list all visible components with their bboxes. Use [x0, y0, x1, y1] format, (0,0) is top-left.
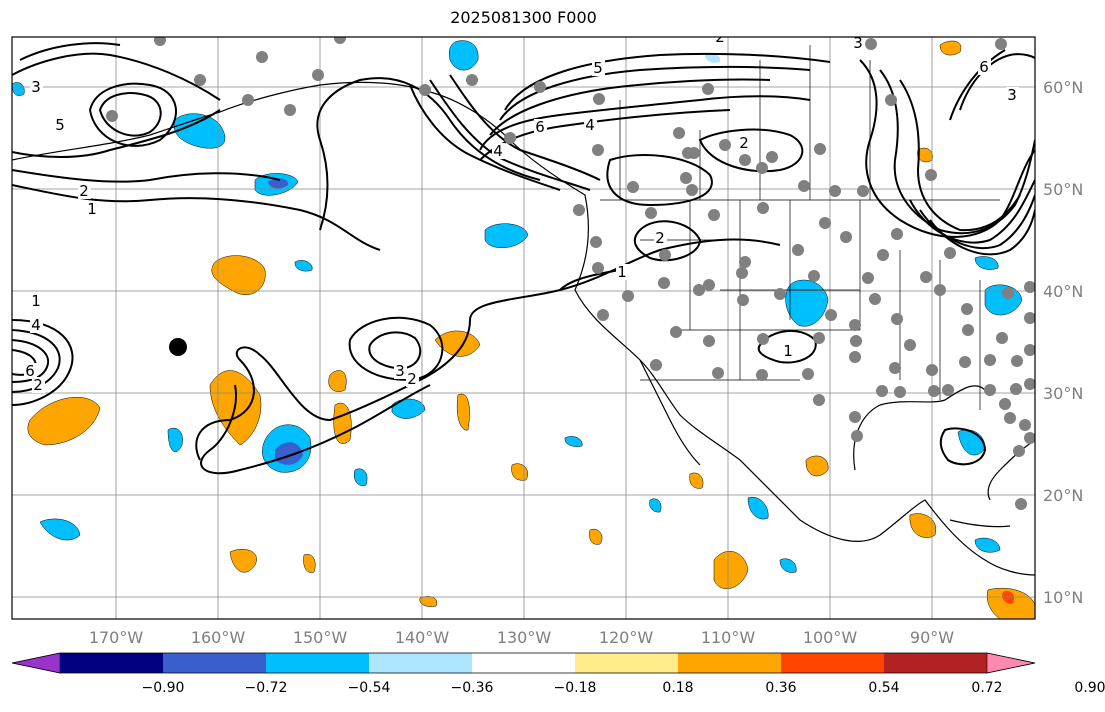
contour-label: 5: [55, 116, 65, 134]
map-background: [12, 37, 1035, 619]
colorbar: [11, 652, 1036, 674]
lat-tick-label: 60°N: [1043, 78, 1083, 97]
contour-label-bg: [654, 230, 667, 246]
lon-tick-label: 140°W: [395, 628, 450, 647]
colorbar-tick-label: −0.72: [245, 680, 288, 696]
contour-label: 5: [593, 59, 603, 77]
contour-label: 2: [407, 370, 417, 388]
colorbar-tick-label: −0.54: [348, 680, 391, 696]
contour-label-bg: [714, 37, 727, 45]
colorbar-segment: [884, 653, 988, 673]
contour-lines: [12, 42, 1035, 475]
colorbar-tick-labels: −0.90 −0.72 −0.54 −0.36 −0.18 0.18 0.36 0.54 0.7…: [142, 680, 1105, 696]
colorbar-segment: [678, 653, 782, 673]
contour-label: 4: [31, 316, 41, 334]
chart-title: 2025081300 F000: [450, 8, 597, 27]
contour-label-bg: [1006, 87, 1019, 103]
contour-label-bg: [584, 117, 597, 133]
contour-label-bg: [738, 135, 751, 151]
lon-tick-label: 100°W: [803, 628, 858, 647]
contour-label-bg: [78, 183, 91, 199]
contour-label-bg: [54, 117, 67, 133]
lon-tick-label: 90°W: [910, 628, 954, 647]
contour-label: 6: [535, 118, 545, 136]
gridlines: [12, 37, 1035, 619]
colorbar-tick-label: −0.90: [142, 680, 185, 696]
colorbar-tick-label: −0.18: [554, 680, 597, 696]
contour-label-bg: [30, 293, 43, 309]
contour-label: 1: [87, 200, 97, 218]
colorbar-extend-high: [986, 652, 1036, 674]
contour-label-bg: [394, 363, 407, 379]
lat-tick-label: 30°N: [1043, 384, 1083, 403]
lon-tick-label: 160°W: [191, 628, 246, 647]
colorbar-segment: [472, 653, 576, 673]
contour-label-bg: [978, 59, 991, 75]
colorbar-segment: [575, 653, 679, 673]
contour-label: 2: [655, 229, 665, 247]
contour-label: 3: [853, 34, 863, 52]
colorbar-segment: [369, 653, 473, 673]
contour-label: 1: [617, 263, 627, 281]
colorbar-segment: [163, 653, 267, 673]
lon-tick-label: 120°W: [599, 628, 654, 647]
map-frame: [11, 36, 1036, 620]
lat-tick-label: 40°N: [1043, 282, 1083, 301]
contour-label: 6: [25, 362, 35, 380]
contour-label-bg: [30, 317, 43, 333]
contour-label-bg: [534, 119, 547, 135]
lat-tick-label: 10°N: [1043, 588, 1083, 607]
colorbar-segment: [60, 653, 164, 673]
contour-label-bg: [24, 363, 37, 379]
colorbar-segment: [781, 653, 885, 673]
contour-label: 3: [395, 362, 405, 380]
contour-label: 2: [739, 134, 749, 152]
latitude-tick-labels: 60°N 50°N 40°N 30°N 20°N 10°N: [1043, 78, 1083, 607]
contour-label-bg: [86, 201, 99, 217]
lon-tick-label: 150°W: [293, 628, 348, 647]
anomaly-shading: [12, 40, 1035, 619]
lon-tick-label: 170°W: [89, 628, 144, 647]
lat-tick-label: 50°N: [1043, 180, 1083, 199]
contour-label-bg: [30, 79, 43, 95]
contour-label-bg: [852, 37, 865, 51]
storm-marker: [169, 338, 187, 356]
contour-label: 2: [33, 376, 43, 394]
colorbar-tick-label: 0.72: [971, 680, 1002, 696]
colorbar-tick-label: 0.54: [868, 680, 899, 696]
lat-tick-label: 20°N: [1043, 486, 1083, 505]
colorbar-tick-label: 0.18: [662, 680, 693, 696]
contour-label: 4: [493, 142, 503, 160]
longitude-tick-labels: 170°W 160°W 150°W 140°W 130°W 120°W 110°…: [89, 628, 954, 647]
contour-label-bg: [492, 143, 505, 159]
lon-tick-label: 130°W: [497, 628, 552, 647]
contour-label-bg: [592, 60, 605, 76]
contour-label: 2: [715, 28, 725, 46]
station-markers: [106, 37, 1035, 510]
contour-label-bg: [406, 371, 419, 387]
lon-tick-label: 110°W: [701, 628, 756, 647]
contour-label: 4: [585, 116, 595, 134]
colorbar-outline: [11, 652, 1036, 674]
contour-label: 2: [79, 182, 89, 200]
contour-label: 1: [31, 292, 41, 310]
contour-label-bg: [616, 264, 629, 280]
contour-label: 6: [979, 58, 989, 76]
contour-label: 3: [31, 78, 41, 96]
colorbar-extend-low: [11, 652, 61, 674]
contour-label-bg: [782, 343, 795, 359]
colorbar-tick-label: −0.36: [451, 680, 494, 696]
colorbar-tick-label: 0.90: [1074, 680, 1105, 696]
colorbar-segment: [266, 653, 370, 673]
contour-label: 1: [783, 342, 793, 360]
contour-label: 3: [1007, 86, 1017, 104]
contour-label-bg: [32, 377, 45, 393]
colorbar-tick-label: 0.36: [765, 680, 796, 696]
